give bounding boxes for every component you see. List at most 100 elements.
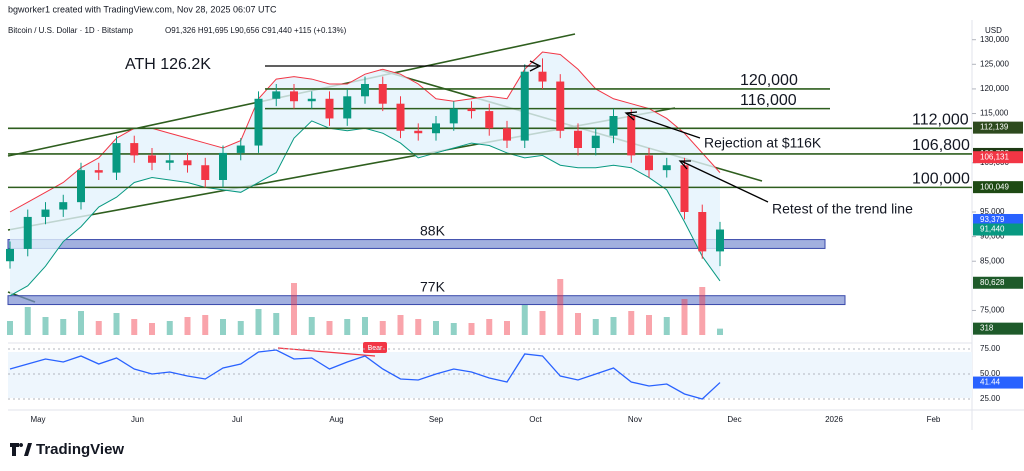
volume-bar bbox=[450, 323, 457, 335]
level-label: 120,000 bbox=[740, 72, 798, 89]
rsi-background bbox=[8, 352, 972, 398]
volume-bar bbox=[24, 307, 31, 335]
y-tick-label: 85,000 bbox=[980, 256, 1005, 265]
volume-bar bbox=[202, 315, 209, 335]
y-tick-label: 115,000 bbox=[980, 109, 1009, 118]
volume-bar bbox=[220, 319, 226, 335]
volume-bar bbox=[113, 313, 120, 335]
x-tick-label: Aug bbox=[329, 415, 343, 424]
volume-bar bbox=[379, 321, 386, 335]
level-label: 100,000 bbox=[912, 171, 970, 188]
volume-bar bbox=[592, 319, 599, 335]
volume-bar bbox=[628, 311, 635, 335]
volume-bar bbox=[95, 321, 102, 335]
candle-body bbox=[59, 202, 68, 210]
arrow-head bbox=[624, 111, 638, 121]
y-tick-label: 125,000 bbox=[980, 59, 1009, 68]
y-tick-label: 75,000 bbox=[980, 306, 1005, 315]
volume-bar bbox=[326, 321, 333, 335]
zone-label: 77K bbox=[420, 278, 446, 294]
volume-bar bbox=[397, 315, 404, 335]
rejection-label: Rejection at $116K bbox=[704, 135, 822, 151]
volume-bar bbox=[7, 321, 13, 335]
candle-body bbox=[23, 216, 32, 249]
candle-body bbox=[361, 84, 369, 97]
price-badge bbox=[973, 322, 1023, 335]
ohlc: O91,326 H91,695 L90,656 C91,440 +115 (+0… bbox=[165, 26, 347, 35]
bear-label: Bear bbox=[368, 345, 383, 352]
rsi-tick-label: 25.00 bbox=[980, 394, 1001, 403]
candle-body bbox=[112, 143, 121, 173]
candle-body bbox=[503, 128, 511, 141]
bear-badge bbox=[363, 342, 387, 353]
price-badge-label: 41.44 bbox=[980, 378, 1001, 387]
volume-bar bbox=[646, 315, 652, 335]
currency: USD bbox=[985, 26, 1002, 35]
zone bbox=[7, 295, 846, 306]
price-badge-label: 91,440 bbox=[980, 225, 1005, 234]
volume-bar bbox=[131, 319, 138, 335]
candle-body bbox=[716, 229, 724, 252]
price-badge bbox=[973, 376, 1023, 389]
band-fill bbox=[10, 52, 720, 296]
volume-bar bbox=[308, 317, 315, 335]
candle-body bbox=[236, 145, 245, 153]
candle-body bbox=[343, 96, 352, 119]
volume-bar bbox=[663, 317, 670, 335]
volume-bar bbox=[42, 317, 49, 335]
symbol: Bitcoin / U.S. Dollar · 1D · Bitstamp bbox=[8, 26, 133, 35]
rsi-line bbox=[9, 349, 721, 400]
candle-body bbox=[201, 165, 210, 180]
rsi-tick-label: 75.00 bbox=[980, 344, 1001, 353]
candle-body bbox=[680, 165, 689, 212]
volume-bar bbox=[699, 287, 706, 335]
band-upper bbox=[9, 51, 721, 213]
arrow-head bbox=[529, 60, 542, 72]
candle-body bbox=[41, 209, 50, 217]
candle-body bbox=[165, 160, 174, 163]
volume-bar bbox=[149, 323, 155, 335]
level-label: 116,000 bbox=[740, 92, 797, 109]
volume-bar bbox=[717, 328, 723, 335]
y-tick-label: 120,000 bbox=[980, 84, 1009, 93]
volume-bar bbox=[521, 305, 528, 335]
volume-bar bbox=[78, 311, 84, 335]
arrow bbox=[626, 112, 701, 139]
arrow bbox=[680, 160, 769, 203]
brand-logo bbox=[10, 443, 32, 456]
x-tick-label: 2026 bbox=[825, 415, 843, 424]
candle-body bbox=[449, 108, 458, 124]
candle-body bbox=[183, 160, 192, 166]
volume-bar bbox=[255, 309, 262, 335]
candle-body bbox=[94, 170, 103, 173]
volume-bar bbox=[557, 279, 564, 335]
x-tick-label: Nov bbox=[628, 415, 642, 424]
candle-body bbox=[520, 71, 529, 141]
x-tick-label: Feb bbox=[927, 415, 941, 424]
price-badge-label: 112,139 bbox=[980, 123, 1009, 132]
price-badge bbox=[973, 223, 1023, 236]
x-tick-label: Jun bbox=[131, 415, 144, 424]
ath-label: ATH 126.2K bbox=[125, 56, 211, 73]
candle-body bbox=[662, 165, 671, 171]
price-badge-label: 318 bbox=[980, 324, 994, 333]
retest-label: Retest of the trend line bbox=[772, 201, 913, 217]
volume-bar bbox=[486, 319, 493, 335]
volume-bar bbox=[344, 319, 351, 335]
candle-body bbox=[591, 135, 600, 148]
level-label: 106,800 bbox=[912, 137, 970, 154]
x-tick-label: Jul bbox=[232, 415, 242, 424]
y-tick-label: 95,000 bbox=[980, 207, 1005, 216]
price-badge-label: 93,379 bbox=[980, 215, 1005, 224]
price-badge bbox=[973, 181, 1023, 194]
candle-body bbox=[485, 111, 494, 129]
credit: bgworker1 created with TradingView.com, … bbox=[8, 4, 277, 14]
price-badge-label: 80,628 bbox=[980, 278, 1005, 287]
x-tick-label: Oct bbox=[529, 415, 542, 424]
candle-body bbox=[307, 98, 316, 102]
volume-bar bbox=[291, 283, 297, 335]
candle-body bbox=[130, 143, 139, 156]
price-badge-label: 106,131 bbox=[980, 152, 1009, 161]
volume-bar bbox=[415, 319, 422, 335]
